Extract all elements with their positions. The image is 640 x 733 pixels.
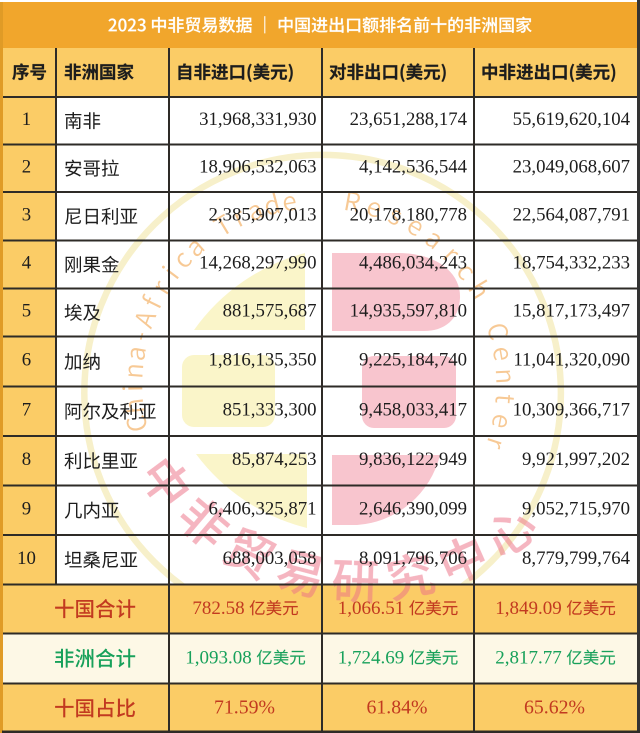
svg-text:11,041,320,090: 11,041,320,090 (513, 350, 630, 371)
svg-text:14,268,297,990: 14,268,297,990 (199, 253, 316, 274)
svg-text:9,052,715,970: 9,052,715,970 (522, 498, 630, 519)
svg-text:20,178,180,778: 20,178,180,778 (350, 204, 467, 225)
svg-text:9: 9 (22, 498, 31, 519)
svg-text:5: 5 (22, 301, 31, 322)
svg-text:23,049,068,607: 23,049,068,607 (513, 156, 630, 177)
svg-text:9,836,122,949: 9,836,122,949 (359, 449, 467, 470)
svg-text:851,333,300: 851,333,300 (223, 399, 317, 420)
svg-text:8: 8 (22, 449, 31, 470)
svg-text:8,779,799,764: 8,779,799,764 (522, 548, 631, 569)
svg-text:688,003,058: 688,003,058 (223, 548, 317, 569)
svg-text:18,754,332,233: 18,754,332,233 (513, 253, 630, 274)
svg-text:2: 2 (22, 156, 31, 177)
svg-text:1,724.69: 1,724.69 (338, 648, 405, 669)
svg-text:6,406,325,871: 6,406,325,871 (209, 498, 317, 519)
svg-text:22,564,087,791: 22,564,087,791 (513, 204, 630, 225)
svg-text:1: 1 (22, 109, 31, 130)
svg-text:3: 3 (22, 204, 31, 225)
svg-text:4: 4 (22, 253, 32, 274)
svg-text:65.62%: 65.62% (524, 696, 585, 718)
svg-text:1,066.51: 1,066.51 (338, 598, 405, 619)
svg-text:9,458,033,417: 9,458,033,417 (359, 399, 467, 420)
svg-text:55,619,620,104: 55,619,620,104 (513, 109, 631, 130)
svg-text:18,906,532,063: 18,906,532,063 (199, 156, 316, 177)
svg-text:4,142,536,544: 4,142,536,544 (359, 156, 468, 177)
svg-text:6: 6 (22, 350, 31, 371)
svg-text:9,921,997,202: 9,921,997,202 (522, 449, 630, 470)
svg-text:71.59%: 71.59% (214, 696, 275, 718)
svg-text:9,225,184,740: 9,225,184,740 (359, 350, 467, 371)
svg-text:881,575,687: 881,575,687 (223, 301, 317, 322)
svg-text:8,091,796,706: 8,091,796,706 (359, 548, 467, 569)
svg-text:10,309,366,717: 10,309,366,717 (513, 399, 630, 420)
svg-text:4,486,034,243: 4,486,034,243 (359, 253, 467, 274)
svg-text:61.84%: 61.84% (367, 696, 428, 718)
svg-text:782.58: 782.58 (192, 598, 244, 619)
svg-text:23,651,288,174: 23,651,288,174 (350, 109, 468, 130)
svg-text:2,385,907,013: 2,385,907,013 (209, 204, 317, 225)
svg-text:85,874,253: 85,874,253 (232, 449, 317, 470)
svg-text:1,093.08: 1,093.08 (185, 648, 252, 669)
svg-text:10: 10 (17, 548, 36, 569)
svg-text:2,646,390,099: 2,646,390,099 (359, 498, 467, 519)
svg-text:31,968,331,930: 31,968,331,930 (199, 109, 316, 130)
svg-text:1,849.09: 1,849.09 (495, 598, 562, 619)
svg-text:14,935,597,810: 14,935,597,810 (350, 301, 467, 322)
svg-text:1,816,135,350: 1,816,135,350 (209, 350, 317, 371)
svg-text:2,817.77: 2,817.77 (495, 648, 562, 669)
svg-text:15,817,173,497: 15,817,173,497 (513, 301, 630, 322)
svg-text:7: 7 (22, 399, 31, 420)
